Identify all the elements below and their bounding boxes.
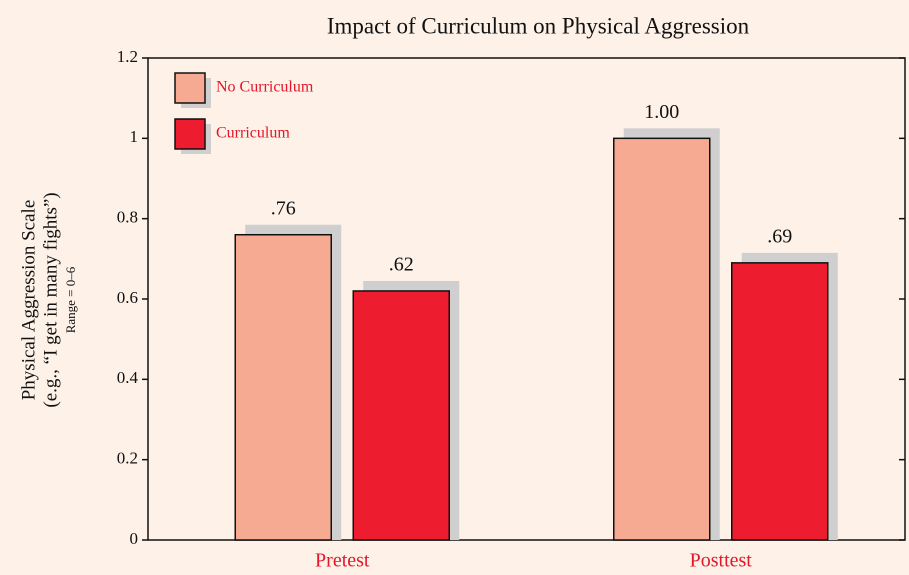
y-axis-label: Range = 0–6 bbox=[63, 266, 78, 333]
y-tick-label: 0.2 bbox=[117, 449, 138, 468]
y-tick-label: 0 bbox=[130, 529, 139, 548]
x-tick-label: Posttest bbox=[690, 550, 753, 572]
y-axis-label: (e.g., “I get in many fights”) bbox=[40, 192, 61, 407]
y-tick-label: 0.4 bbox=[117, 368, 139, 387]
legend-label: No Curriculum bbox=[216, 79, 314, 96]
bar bbox=[234, 233, 332, 541]
bar bbox=[731, 262, 829, 541]
legend-label: Curriculum bbox=[216, 125, 290, 142]
bar bbox=[352, 290, 450, 541]
y-tick-label: 0.6 bbox=[117, 288, 138, 307]
value-label: 1.00 bbox=[644, 101, 679, 123]
y-tick-label: 1.2 bbox=[117, 47, 138, 66]
chart-title: Impact of Curriculum on Physical Aggress… bbox=[327, 13, 750, 38]
y-axis-label: Physical Aggression Scale bbox=[18, 200, 39, 401]
bar bbox=[613, 137, 711, 541]
y-tick-label: 0.8 bbox=[117, 208, 138, 227]
legend-swatch bbox=[174, 118, 206, 150]
value-label: .76 bbox=[271, 197, 296, 219]
value-label: .69 bbox=[767, 225, 792, 247]
value-label: .62 bbox=[389, 254, 414, 276]
legend-swatch bbox=[174, 72, 206, 104]
x-tick-label: Pretest bbox=[315, 550, 370, 572]
y-tick-label: 1 bbox=[130, 127, 139, 146]
